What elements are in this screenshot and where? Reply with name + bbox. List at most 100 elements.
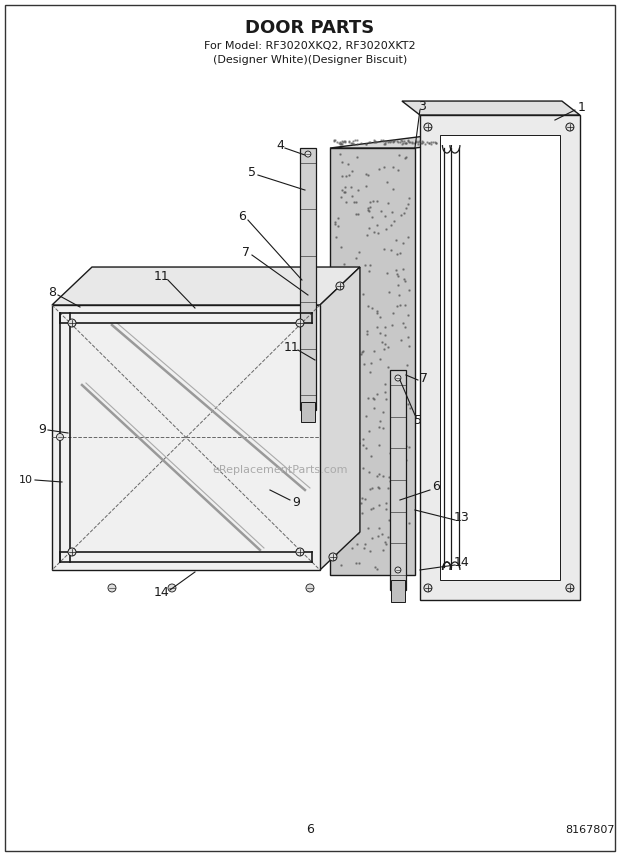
Point bbox=[403, 198, 413, 211]
Text: 9: 9 bbox=[38, 424, 46, 437]
Point bbox=[378, 336, 388, 349]
Point bbox=[375, 413, 385, 427]
Point bbox=[363, 168, 373, 181]
Point bbox=[389, 451, 399, 465]
Point bbox=[358, 344, 368, 358]
Point bbox=[337, 184, 347, 198]
Point bbox=[360, 491, 370, 505]
Point bbox=[498, 135, 508, 149]
Point bbox=[424, 136, 434, 150]
Text: 5: 5 bbox=[414, 413, 422, 426]
Point bbox=[404, 516, 414, 530]
Point bbox=[372, 388, 382, 401]
Circle shape bbox=[56, 433, 63, 441]
Point bbox=[381, 134, 391, 147]
Point bbox=[351, 207, 361, 221]
Text: 8167807: 8167807 bbox=[565, 825, 614, 835]
Point bbox=[374, 467, 384, 481]
Point bbox=[404, 134, 414, 148]
Point bbox=[395, 246, 405, 259]
Point bbox=[339, 134, 349, 148]
Text: 4: 4 bbox=[276, 139, 284, 152]
Point bbox=[366, 502, 376, 515]
Point bbox=[388, 182, 398, 196]
Point bbox=[348, 195, 358, 209]
Point bbox=[395, 135, 405, 149]
Point bbox=[355, 245, 365, 259]
Point bbox=[333, 333, 343, 347]
Point bbox=[395, 370, 405, 383]
Point bbox=[389, 382, 399, 395]
Point bbox=[383, 481, 393, 495]
Point bbox=[350, 473, 360, 486]
Point bbox=[336, 504, 346, 518]
Circle shape bbox=[566, 584, 574, 592]
Point bbox=[348, 137, 358, 151]
Point bbox=[397, 137, 407, 151]
Point bbox=[396, 502, 406, 515]
Point bbox=[358, 438, 368, 452]
Polygon shape bbox=[420, 115, 580, 600]
Point bbox=[337, 496, 347, 509]
Point bbox=[401, 136, 411, 150]
Point bbox=[343, 368, 353, 382]
Point bbox=[352, 426, 362, 440]
Point bbox=[389, 454, 399, 467]
Point bbox=[337, 276, 347, 289]
Point bbox=[347, 136, 356, 150]
Point bbox=[436, 134, 446, 147]
Point bbox=[385, 473, 395, 487]
Point bbox=[337, 134, 347, 148]
Point bbox=[404, 440, 414, 454]
Point bbox=[379, 342, 389, 355]
Point bbox=[477, 134, 487, 148]
Point bbox=[391, 263, 401, 276]
Point bbox=[495, 136, 505, 150]
Point bbox=[413, 135, 423, 149]
Point bbox=[483, 134, 493, 148]
Point bbox=[450, 136, 459, 150]
Point bbox=[381, 222, 391, 235]
Point bbox=[474, 135, 484, 149]
Point bbox=[386, 453, 396, 467]
Point bbox=[358, 287, 368, 300]
Point bbox=[388, 306, 397, 320]
Point bbox=[363, 203, 373, 217]
Point bbox=[369, 392, 379, 406]
Point bbox=[330, 217, 340, 230]
Circle shape bbox=[395, 567, 401, 573]
Point bbox=[370, 225, 379, 239]
Point bbox=[341, 169, 351, 183]
Point bbox=[388, 205, 397, 219]
Point bbox=[407, 136, 417, 150]
Point bbox=[340, 433, 350, 447]
Point bbox=[478, 135, 488, 149]
Point bbox=[488, 134, 498, 148]
Point bbox=[363, 201, 373, 215]
Point bbox=[381, 496, 391, 509]
Point bbox=[331, 547, 341, 561]
Point bbox=[453, 135, 463, 149]
Point bbox=[357, 491, 367, 505]
Point bbox=[487, 135, 497, 149]
Point bbox=[445, 136, 455, 150]
Point bbox=[392, 473, 402, 486]
Point bbox=[458, 135, 468, 149]
Point bbox=[482, 134, 492, 147]
Point bbox=[351, 465, 361, 479]
Point bbox=[380, 377, 390, 390]
Point bbox=[389, 214, 399, 228]
Point bbox=[343, 134, 353, 147]
Text: 8: 8 bbox=[48, 286, 56, 299]
Point bbox=[393, 560, 403, 574]
Point bbox=[340, 135, 350, 149]
Point bbox=[373, 194, 383, 208]
Point bbox=[338, 135, 348, 149]
Point bbox=[389, 134, 399, 147]
Point bbox=[358, 345, 368, 359]
Point bbox=[368, 502, 378, 515]
Point bbox=[374, 420, 384, 434]
Point bbox=[351, 252, 361, 265]
Point bbox=[365, 259, 375, 272]
Text: 10: 10 bbox=[19, 475, 33, 485]
